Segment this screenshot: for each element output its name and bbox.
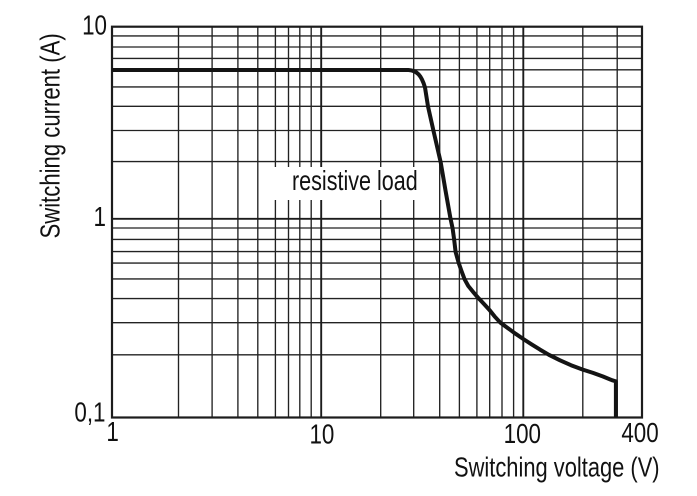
svg-text:Switching current (A): Switching current (A)	[35, 33, 66, 238]
svg-text:resistive load: resistive load	[292, 165, 418, 196]
svg-text:1: 1	[106, 417, 118, 448]
svg-text:0,1: 0,1	[74, 397, 105, 428]
svg-text:10: 10	[309, 419, 334, 450]
svg-text:100: 100	[504, 419, 541, 450]
svg-text:10: 10	[82, 10, 107, 41]
svg-text:400: 400	[621, 418, 658, 449]
svg-text:Switching voltage (V): Switching voltage (V)	[454, 452, 660, 483]
svg-text:1: 1	[94, 202, 106, 233]
